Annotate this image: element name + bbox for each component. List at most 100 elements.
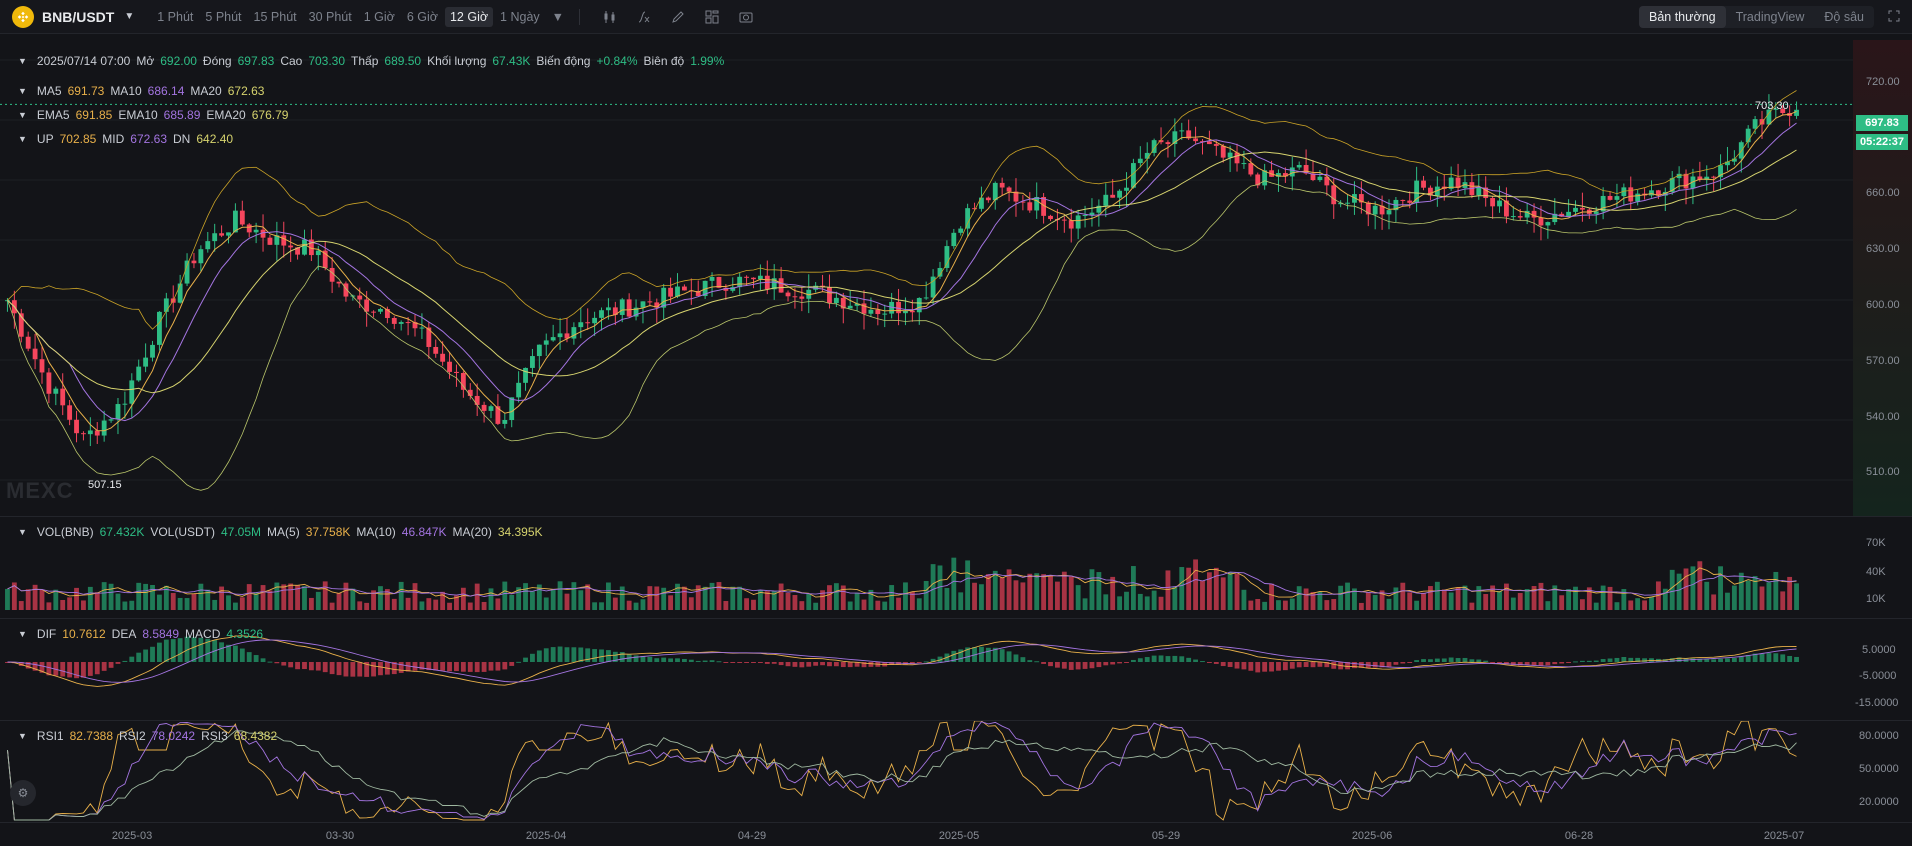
candle-body bbox=[668, 287, 674, 297]
candle-body bbox=[833, 297, 839, 304]
candle-body bbox=[1711, 176, 1717, 178]
macd-histogram-bar bbox=[557, 646, 563, 662]
interval-6h[interactable]: 6 Giờ bbox=[406, 9, 438, 24]
view-depth[interactable]: Độ sâu bbox=[1824, 10, 1864, 24]
collapse-chevron-icon[interactable]: ▼ bbox=[18, 731, 27, 741]
macd-histogram-bar bbox=[1538, 662, 1544, 666]
volume-bar bbox=[1020, 582, 1026, 610]
candle-body bbox=[253, 229, 259, 233]
volume-bar bbox=[136, 582, 142, 610]
candle-body bbox=[495, 406, 501, 424]
macd-histogram-bar bbox=[39, 662, 45, 673]
macd-histogram-bar bbox=[1497, 662, 1502, 663]
volume-bar bbox=[1386, 598, 1392, 610]
candle-type-icon[interactable] bbox=[602, 9, 618, 25]
macd-histogram-bar bbox=[191, 637, 197, 662]
macd-histogram-bar bbox=[930, 658, 936, 662]
candle-body bbox=[1745, 128, 1751, 143]
pair-dropdown-icon[interactable]: ▼ bbox=[124, 11, 135, 22]
interval-1h[interactable]: 1 Giờ bbox=[363, 9, 395, 24]
volume-bar bbox=[1158, 596, 1164, 610]
interval-12h[interactable]: 12 Giờ bbox=[444, 6, 494, 27]
macd-histogram-bar bbox=[274, 662, 280, 664]
candle-body bbox=[46, 372, 52, 394]
candle-body bbox=[1241, 163, 1247, 165]
volume-bar bbox=[129, 600, 135, 610]
volume-bar bbox=[371, 590, 376, 610]
interval-dropdown-icon[interactable]: ▼ bbox=[551, 9, 565, 24]
fullscreen-icon[interactable] bbox=[1888, 10, 1900, 25]
interval-30m[interactable]: 30 Phút bbox=[308, 9, 352, 24]
macd-histogram-bar bbox=[1144, 657, 1150, 662]
candle-body bbox=[1020, 201, 1026, 203]
candle-body bbox=[1276, 173, 1281, 177]
collapse-chevron-icon[interactable]: ▼ bbox=[18, 110, 27, 120]
collapse-chevron-icon[interactable]: ▼ bbox=[18, 629, 27, 639]
pair-name[interactable]: BNB/USDT bbox=[42, 8, 115, 25]
vol-ma10-label: MA(10) bbox=[356, 525, 396, 539]
candle-body bbox=[1635, 193, 1641, 202]
interval-1m[interactable]: 1 Phút bbox=[157, 9, 194, 24]
view-tradingview[interactable]: TradingView bbox=[1735, 10, 1805, 24]
candle-body bbox=[1034, 196, 1040, 211]
close-value: 697.83 bbox=[237, 54, 275, 68]
pane-divider[interactable] bbox=[0, 516, 1912, 517]
candle-body bbox=[440, 353, 446, 362]
chart-settings-icon[interactable]: ⚙ bbox=[10, 780, 36, 806]
volume-bar bbox=[1393, 587, 1399, 610]
macd-histogram-bar bbox=[1469, 659, 1475, 662]
collapse-chevron-icon[interactable]: ▼ bbox=[18, 134, 27, 144]
last-price-tag: 697.83 bbox=[1856, 115, 1908, 131]
collapse-chevron-icon[interactable]: ▼ bbox=[18, 527, 27, 537]
collapse-chevron-icon[interactable]: ▼ bbox=[18, 56, 27, 66]
ohlc-date: 2025/07/14 07:00 bbox=[36, 54, 131, 68]
volume-bar bbox=[1110, 576, 1116, 610]
volume-bar bbox=[1766, 582, 1772, 610]
layout-icon[interactable] bbox=[704, 9, 720, 25]
volume-bar bbox=[1504, 583, 1509, 610]
macd-histogram-bar bbox=[336, 662, 342, 676]
price-tick: 570.00 bbox=[1866, 355, 1900, 367]
collapse-chevron-icon[interactable]: ▼ bbox=[18, 86, 27, 96]
volume-bar bbox=[585, 584, 591, 610]
vol-ma10-line bbox=[7, 571, 1797, 597]
candle-body bbox=[1759, 119, 1765, 125]
pane-divider[interactable] bbox=[0, 720, 1912, 721]
macd-histogram-bar bbox=[916, 662, 922, 663]
price-tick: 510.00 bbox=[1866, 466, 1900, 478]
volume-bar bbox=[1524, 589, 1530, 610]
dif-value: 10.7612 bbox=[62, 627, 106, 641]
ma5-label: MA5 bbox=[36, 84, 62, 98]
candle-body bbox=[336, 281, 342, 284]
candle-body bbox=[1628, 187, 1634, 202]
candle-body bbox=[1096, 205, 1102, 213]
macd-tick: -15.0000 bbox=[1855, 697, 1899, 709]
ma20-line bbox=[7, 149, 1797, 394]
draw-tool-icon[interactable] bbox=[670, 9, 686, 25]
candle-body bbox=[1345, 202, 1350, 204]
volume-bar bbox=[778, 583, 784, 610]
candle-body bbox=[1531, 210, 1537, 218]
volume-bar bbox=[509, 594, 515, 610]
candle-body bbox=[999, 182, 1005, 188]
volume-bar bbox=[1075, 585, 1081, 610]
interval-1d[interactable]: 1 Ngày bbox=[500, 9, 540, 24]
vol-tick: 70K bbox=[1866, 537, 1886, 549]
camera-icon[interactable] bbox=[738, 9, 754, 25]
interval-5m[interactable]: 5 Phút bbox=[205, 9, 242, 24]
view-standard[interactable]: Bản thường bbox=[1638, 6, 1726, 28]
volume-bar bbox=[481, 601, 487, 610]
interval-15m[interactable]: 15 Phút bbox=[253, 9, 297, 24]
candle-body bbox=[730, 287, 736, 291]
candle-body bbox=[454, 371, 459, 373]
volume-bar bbox=[1082, 598, 1088, 610]
date-tick: 04-29 bbox=[737, 830, 767, 842]
price-tick: 660.00 bbox=[1866, 187, 1900, 199]
pane-divider[interactable] bbox=[0, 618, 1912, 619]
macd-histogram-bar bbox=[219, 642, 225, 662]
volume-bar bbox=[1241, 589, 1247, 610]
volume-bar bbox=[1794, 583, 1799, 610]
indicator-icon[interactable] bbox=[636, 9, 652, 25]
volume-bar bbox=[67, 597, 73, 610]
